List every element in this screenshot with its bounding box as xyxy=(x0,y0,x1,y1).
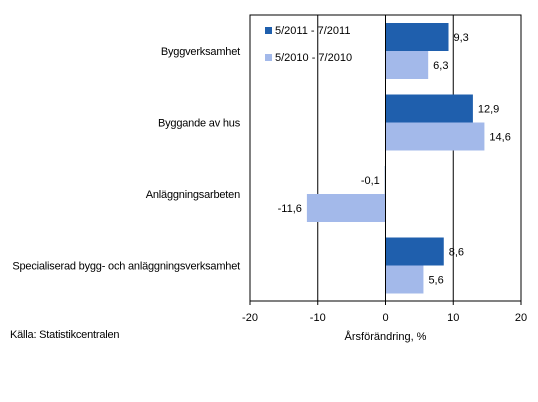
legend-label: 5/2010 - 7/2010 xyxy=(275,52,352,64)
legend-label: 5/2011 - 7/2011 xyxy=(275,25,350,37)
x-axis-label: Årsförändring, % xyxy=(345,330,427,343)
legend-swatch xyxy=(265,54,272,61)
source-note: Källa: Statistikcentralen xyxy=(10,329,120,341)
data-label: 8,6 xyxy=(449,247,464,259)
data-label: -11,6 xyxy=(278,203,302,215)
x-tick-label: 10 xyxy=(447,312,459,324)
bar xyxy=(385,94,473,123)
data-label: 12,9 xyxy=(478,104,499,116)
x-tick-label: 0 xyxy=(382,312,388,324)
data-label: -0,1 xyxy=(361,175,380,187)
category-label: Byggande av hus xyxy=(158,117,241,129)
category-label: Specialiserad bygg- och anläggningsverks… xyxy=(12,260,240,272)
x-tick-label: 20 xyxy=(515,312,527,324)
bar xyxy=(385,122,485,151)
bar xyxy=(306,194,386,222)
bar xyxy=(385,23,449,51)
bar xyxy=(385,237,444,266)
category-label: Byggverksamhet xyxy=(161,46,240,58)
bar xyxy=(385,51,429,79)
data-label: 9,3 xyxy=(454,32,469,44)
x-tick-label: -10 xyxy=(310,312,326,324)
legend-swatch xyxy=(265,27,272,34)
data-label: 6,3 xyxy=(433,60,448,72)
data-label: 5,6 xyxy=(428,275,443,287)
x-tick-label: -20 xyxy=(242,312,258,324)
category-label: Anläggningsarbeten xyxy=(146,189,240,201)
bar xyxy=(385,265,424,294)
data-label: 14,6 xyxy=(489,132,510,144)
